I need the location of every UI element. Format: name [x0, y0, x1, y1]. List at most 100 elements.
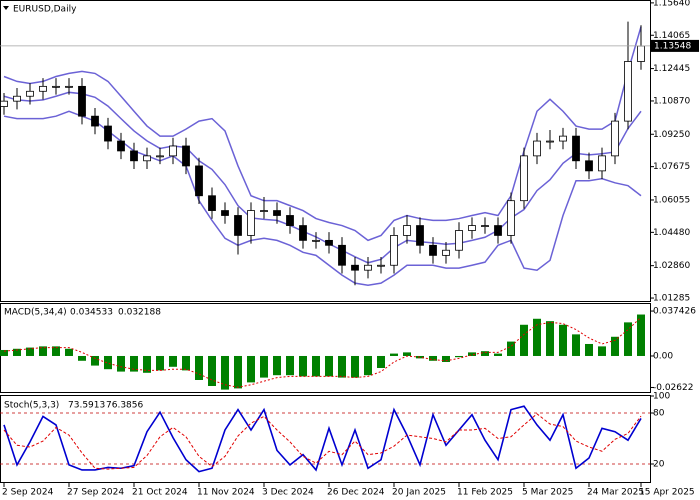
y-tick-label: 1.15640: [653, 0, 690, 8]
candle-body: [494, 225, 502, 236]
histogram-bar: [39, 346, 47, 356]
signal-line: [3, 316, 642, 388]
histogram-bar: [559, 324, 567, 356]
candle-body: [312, 239, 320, 242]
candle-body: [13, 95, 21, 102]
candle-body: [273, 210, 281, 216]
candle-body: [286, 215, 294, 226]
y-tick-label: 1.09250: [653, 130, 690, 140]
candle-body: [351, 264, 359, 271]
y-tick-label: 0.00: [653, 351, 673, 361]
histogram-bar: [507, 341, 515, 356]
y-tick-label: 1.14065: [653, 31, 690, 41]
candle-body: [403, 225, 411, 236]
candle-body: [117, 140, 125, 152]
macd-title: MACD(5,34,4): [4, 308, 67, 318]
histogram-bar: [130, 355, 138, 372]
histogram-bar: [182, 355, 190, 371]
candle-body: [533, 140, 541, 157]
candle-body: [559, 135, 567, 142]
histogram-bar: [598, 346, 606, 356]
x-tick-label: 2 Sep 2024: [2, 488, 54, 498]
current-price-box: [651, 39, 699, 52]
candle-body: [182, 145, 190, 167]
candle-body: [130, 150, 138, 162]
current-price-label: 1.13548: [654, 41, 691, 51]
candle-body: [221, 210, 229, 216]
histogram-bar: [546, 321, 554, 356]
histogram-bar: [13, 348, 21, 356]
histogram-bar: [364, 355, 372, 376]
histogram-bar: [52, 346, 60, 356]
histogram-bar: [468, 352, 476, 356]
histogram-bar: [442, 355, 450, 362]
histogram-bar: [117, 355, 125, 372]
price-panel: [0, 0, 651, 302]
candle-body: [169, 145, 177, 157]
candle-body: [247, 210, 255, 236]
y-tick-label: 1.01285: [653, 294, 690, 304]
candle-body: [442, 249, 450, 256]
bollinger-band: [3, 91, 642, 264]
histogram-bar: [455, 355, 463, 358]
y-tick-label: 1.04480: [653, 228, 690, 238]
candle-body: [546, 140, 554, 143]
histogram-bar: [585, 343, 593, 356]
candle-body: [156, 155, 164, 158]
histogram-bar: [286, 355, 294, 376]
histogram-bar: [325, 355, 333, 377]
histogram-bar: [104, 355, 112, 370]
candle-body: [520, 155, 528, 202]
histogram-bar: [234, 355, 242, 389]
histogram-bar: [403, 352, 411, 356]
chart-title: EURUSD,Daily: [13, 5, 77, 15]
stoch-line: [3, 405, 642, 473]
x-tick-label: 5 Mar 2025: [522, 488, 573, 498]
x-tick-label: 11 Feb 2025: [457, 488, 513, 498]
candle-body: [377, 264, 385, 267]
y-tick-label: 1.06055: [653, 195, 690, 205]
candle-body: [611, 120, 619, 157]
stoch-panel: [0, 395, 651, 483]
histogram-bar: [481, 351, 489, 356]
y-tick-label: -0.02622: [653, 383, 693, 393]
histogram-bar: [156, 355, 164, 371]
candle-body: [455, 230, 463, 251]
stoch-line: [3, 413, 642, 470]
y-tick-label: 20: [653, 460, 665, 470]
histogram-bar: [91, 355, 99, 366]
header-value: 73.5913: [68, 401, 105, 411]
histogram-bar: [533, 318, 541, 356]
candle-body: [0, 100, 8, 107]
candle-body: [416, 225, 424, 246]
header-value: 76.3856: [106, 401, 143, 411]
candle-body: [585, 160, 593, 172]
candle-body: [429, 244, 437, 256]
candle-body: [507, 200, 515, 236]
histogram-bar: [65, 348, 73, 356]
candle-body: [260, 210, 268, 212]
y-tick-label: 1.10870: [653, 96, 690, 106]
candle-body: [195, 165, 203, 197]
histogram-bar: [169, 355, 177, 367]
candle-body: [468, 225, 476, 231]
header-value: 0.032188: [118, 308, 161, 318]
y-tick-label: 1.12445: [653, 64, 690, 74]
candle-body: [39, 85, 47, 92]
candle-body: [598, 155, 606, 172]
histogram-bar: [520, 324, 528, 356]
x-tick-label: 3 Dec 2024: [262, 488, 314, 498]
y-tick-label: 80: [653, 409, 665, 419]
y-tick-label: 100: [653, 392, 670, 402]
candle-body: [481, 225, 489, 227]
histogram-bar: [0, 349, 8, 356]
histogram-bar: [260, 355, 268, 378]
histogram-bar: [351, 355, 359, 378]
histogram-bar: [26, 347, 34, 356]
bollinger-band: [3, 26, 642, 242]
x-tick-label: 21 Oct 2024: [132, 488, 188, 498]
histogram-bar: [247, 355, 255, 383]
candle-body: [104, 125, 112, 142]
histogram-bar: [338, 355, 346, 378]
